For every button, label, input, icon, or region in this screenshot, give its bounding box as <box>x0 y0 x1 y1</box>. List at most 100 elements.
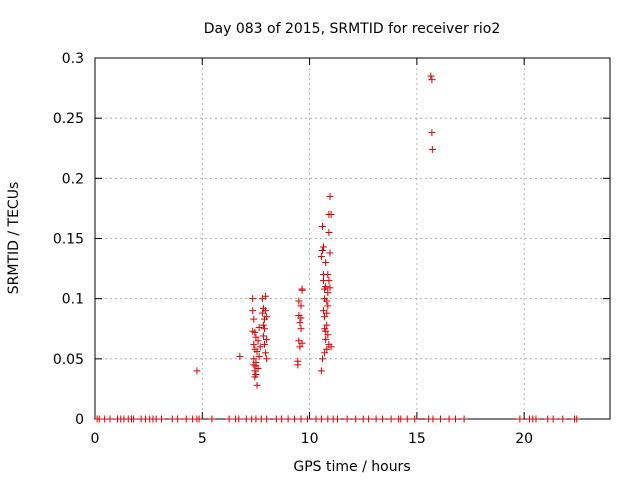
chart-title: Day 083 of 2015, SRMTID for receiver rio… <box>204 21 501 37</box>
data-point <box>322 336 330 344</box>
data-point <box>298 339 306 347</box>
data-point <box>253 348 261 356</box>
data-point <box>252 358 260 366</box>
x-tick-label: 20 <box>515 431 533 447</box>
data-point <box>263 355 271 363</box>
data-point <box>182 415 190 423</box>
data-point <box>379 415 387 423</box>
data-point <box>324 302 332 310</box>
data-point <box>284 415 292 423</box>
data-point <box>372 415 380 423</box>
data-point <box>327 210 335 218</box>
data-point <box>250 340 258 348</box>
data-point <box>322 327 330 335</box>
data-point <box>573 415 581 423</box>
data-point <box>297 415 305 423</box>
data-point <box>321 313 329 321</box>
y-axis-title: SRMTID / TECUs <box>6 182 22 295</box>
y-tick-label: 0.05 <box>53 352 84 368</box>
data-point <box>295 297 303 305</box>
data-point <box>297 314 305 322</box>
data-point <box>428 129 436 137</box>
data-point <box>445 415 453 423</box>
data-point <box>343 415 351 423</box>
data-point <box>318 247 326 255</box>
data-point <box>249 295 257 303</box>
data-point <box>327 343 335 351</box>
data-point <box>261 325 269 333</box>
data-point <box>559 415 567 423</box>
y-tick-label: 0.1 <box>62 292 84 308</box>
data-point <box>452 415 459 423</box>
data-point <box>252 370 260 378</box>
data-point <box>195 415 203 423</box>
data-point <box>318 222 326 230</box>
data-point <box>428 145 436 153</box>
data-point <box>261 340 269 348</box>
y-tick-label: 0.15 <box>53 232 84 248</box>
data-point <box>106 415 114 423</box>
data-point <box>411 415 419 423</box>
data-point <box>322 259 330 267</box>
data-point <box>326 249 334 257</box>
y-tick-label: 0.2 <box>62 171 84 187</box>
x-tick-label: 0 <box>91 431 100 447</box>
data-point <box>294 361 302 369</box>
plot-frame <box>94 57 611 420</box>
data-point <box>460 415 468 423</box>
data-point <box>317 415 325 423</box>
data-point <box>254 337 262 345</box>
data-point <box>303 415 311 423</box>
data-point <box>263 415 271 423</box>
data-point <box>325 228 333 236</box>
data-point <box>317 367 325 375</box>
data-point <box>263 313 271 321</box>
data-point <box>326 192 334 200</box>
x-tick-label: 5 <box>198 431 207 447</box>
data-point <box>174 415 182 423</box>
data-point <box>436 415 444 423</box>
data-point <box>158 415 166 423</box>
data-point <box>324 271 332 279</box>
data-point <box>262 292 270 300</box>
data-point <box>323 321 331 329</box>
data-point <box>255 324 263 332</box>
y-tick-label: 0.3 <box>62 51 84 67</box>
data-point <box>249 307 257 315</box>
data-point <box>516 415 524 423</box>
x-axis-title: GPS time / hours <box>293 459 410 475</box>
data-point <box>324 289 332 297</box>
y-tick-label: 0 <box>75 412 84 428</box>
data-point <box>130 415 138 423</box>
data-point <box>321 349 329 357</box>
data-point <box>250 355 258 363</box>
data-point <box>297 302 305 310</box>
data-point <box>262 307 270 315</box>
data-point <box>236 352 244 360</box>
data-point <box>297 325 305 333</box>
data-point <box>352 415 360 423</box>
data-point <box>251 328 259 336</box>
x-tick-label: 10 <box>301 431 319 447</box>
data-point <box>403 415 411 423</box>
data-point <box>429 415 437 423</box>
data-point <box>291 415 299 423</box>
data-point <box>252 333 260 341</box>
x-tick-label: 15 <box>408 431 426 447</box>
data-point <box>278 415 286 423</box>
data-point <box>318 355 326 363</box>
data-point <box>428 76 436 84</box>
data-point <box>326 284 334 292</box>
data-point <box>193 367 201 375</box>
data-point <box>549 415 557 423</box>
data-point <box>532 415 540 423</box>
data-point <box>325 277 333 285</box>
data-point <box>387 415 395 423</box>
data-point <box>324 331 332 339</box>
data-point <box>262 349 270 357</box>
data-point <box>323 345 331 353</box>
axis-ticks: 0 0.05 0.1 0.15 0.2 0.25 0.3 0 5 10 15 20 <box>53 51 610 447</box>
data-point <box>235 415 243 423</box>
data-point <box>427 72 435 80</box>
